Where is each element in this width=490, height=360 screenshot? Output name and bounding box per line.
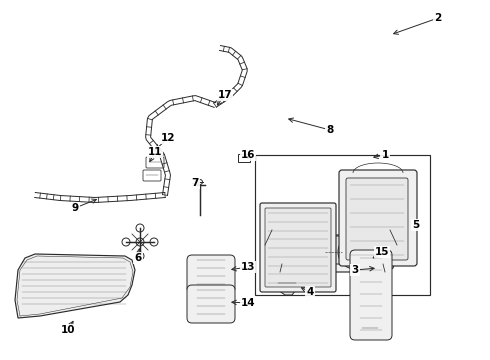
Polygon shape [15,254,135,318]
FancyBboxPatch shape [346,178,408,260]
Text: 7: 7 [191,178,198,188]
Circle shape [136,238,144,246]
Polygon shape [265,235,397,272]
Text: 16: 16 [241,150,255,160]
Text: 5: 5 [413,220,419,230]
Circle shape [288,232,328,272]
Text: 11: 11 [148,147,162,157]
Text: 17: 17 [218,90,232,100]
Text: 3: 3 [351,265,359,275]
FancyBboxPatch shape [260,203,336,292]
Text: 12: 12 [161,133,175,143]
Circle shape [136,252,144,260]
Text: 1: 1 [381,150,389,160]
Polygon shape [275,236,390,264]
Text: 9: 9 [72,203,78,213]
Circle shape [347,244,363,260]
Text: 14: 14 [241,298,255,308]
FancyBboxPatch shape [146,157,164,168]
Circle shape [122,238,130,246]
FancyBboxPatch shape [265,208,331,287]
Text: 6: 6 [134,253,142,263]
Circle shape [298,242,318,262]
Text: 4: 4 [306,287,314,297]
FancyBboxPatch shape [187,255,235,293]
FancyBboxPatch shape [143,170,161,181]
Text: 2: 2 [434,13,441,23]
Circle shape [338,235,372,269]
Text: 10: 10 [61,325,75,335]
Bar [238,154,250,162]
Circle shape [150,238,158,246]
Text: 15: 15 [375,247,389,257]
Circle shape [197,180,202,184]
FancyBboxPatch shape [339,170,417,266]
Text: 13: 13 [241,262,255,272]
Polygon shape [278,272,296,295]
Bar [255,155,430,295]
FancyBboxPatch shape [350,250,392,340]
Circle shape [136,224,144,232]
FancyBboxPatch shape [187,285,235,323]
Text: 8: 8 [326,125,334,135]
